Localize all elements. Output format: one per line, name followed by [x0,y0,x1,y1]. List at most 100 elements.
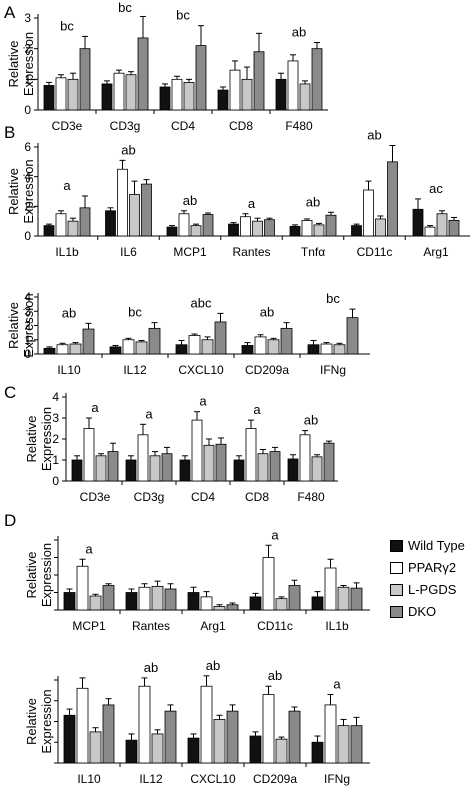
bar-l-pgds-arg1 [436,213,448,237]
bar-l-pgds-cd11c [275,598,288,611]
x-tick-label-cd8: CD8 [245,490,269,504]
y-tick-label: 0 [24,347,31,361]
y-tick-label: 0 [24,229,31,243]
bar-ppar-2-ifng [320,343,333,355]
significance-label-cd11c: a [271,527,279,542]
bar-wild-type-cd4 [159,86,171,111]
bar-ppar-2-cd4 [171,78,183,111]
y-axis-label-line: Expression [39,543,54,607]
bar-wild-type-il10 [63,714,76,764]
bar-ppar-2-mcp1 [76,565,89,611]
bar-wild-type-f480 [275,78,287,111]
bar-l-pgds-il1b [337,586,350,611]
y-tick-label: 2 [24,199,31,213]
x-tick-label-il6: IL6 [120,245,137,259]
bar-dko-il12 [148,327,161,355]
y-tick-label: 1 [24,333,31,347]
bar-l-pgds-cxcl10 [201,339,214,355]
x-tick-label-tnf: Tnfα [301,245,325,259]
bar-wild-type-cd8 [233,459,245,482]
bar-dko-cd11c [387,161,398,237]
bar-dko-cd4 [195,45,207,111]
bar-dko-arg1 [448,220,460,237]
bar-wild-type-il1b [43,225,55,237]
bar-ppar-2-arg1 [424,226,436,237]
significance-label-il12: bc [128,305,142,320]
panel-label: D [4,511,16,530]
bar-dko-cd3g [137,37,149,111]
bar-l-pgds-cd209a [275,738,288,764]
x-tick-label-cd11c: CD11c [357,245,393,259]
y-axis-label: RelativeExpression [6,159,36,223]
significance-label-arg1: ac [429,181,443,196]
legend: Wild Type PPARγ2 L-PGDS DKO [390,539,474,627]
y-tick-label: 2 [24,42,31,56]
bar-ppar-2-f480 [299,434,311,482]
y-axis-label-line: Relative [6,41,21,88]
bar-l-pgds-ifng [337,725,350,764]
bar-l-pgds-cxcl10 [213,719,226,764]
bar-dko-il10 [102,704,115,764]
x-tick-label-ifng: IFNg [320,363,346,377]
legend-label-wild-type: Wild Type [408,538,465,553]
bar-l-pgds-cd4 [183,82,195,111]
bar-dko-cxcl10 [214,321,227,355]
bar-wild-type-arg1 [412,208,424,237]
y-axis-label-line: Expression [39,407,54,471]
legend-item-wild-type: Wild Type [390,539,474,561]
x-tick-label-cd8: CD8 [229,119,253,133]
significance-label-il6: ab [121,142,135,157]
bar-ppar-2-il6 [117,168,128,237]
legend-item-dko: DKO [390,605,474,627]
bar-dko-f480 [311,48,323,111]
bar-l-pgds-cd8 [257,453,269,482]
bar-ppar-2-il1b [324,567,337,611]
bar-wild-type-mcp1 [166,226,178,237]
significance-label-ifng: a [333,677,341,692]
x-tick-label-il12: IL12 [139,772,163,786]
y-tick-label: 4 [52,390,59,404]
y-tick-label: 1 [24,72,31,86]
significance-label-cd11c: ab [367,128,381,143]
bar-l-pgds-cd8 [241,78,253,111]
significance-label-il12: ab [144,660,158,675]
legend-swatch-l-pgds [390,584,403,596]
bar-dko-rantes [164,588,177,611]
x-tick-label-cd3g: CD3g [134,490,165,504]
significance-label-il1b: a [63,178,71,193]
x-tick-label-cd3g: CD3g [110,119,141,133]
bar-wild-type-il12 [125,739,138,764]
bar-l-pgds-f480 [299,83,311,111]
significance-label-cd8: a [253,402,261,417]
bar-dko-cd11c [288,585,301,611]
bar-ppar-2-cd8 [245,428,257,482]
y-axis-label-line: Expression [21,32,36,96]
y-axis-label: RelativeExpression [6,32,36,96]
bar-l-pgds-rantes [252,220,263,237]
bar-l-pgds-tnf [313,224,325,237]
bar-dko-cd209a [288,710,301,764]
bar-wild-type-cd209a [241,345,254,355]
bar-dko-il1b [79,207,91,237]
chart-panel-c: C RelativeExpression 0 1 2 3 4 CD3e a CD3g a CD4 a CD… [4,383,338,504]
bar-l-pgds-il10 [89,731,102,764]
x-tick-label-cd209a: CD209a [253,772,297,786]
bar-wild-type-mcp1 [63,592,76,611]
bar-l-pgds-mcp1 [190,225,202,237]
bar-wild-type-arg1 [187,592,200,611]
legend-label-ppar-gamma2: PPARγ2 [408,560,457,575]
bar-wild-type-cd4 [179,459,191,482]
bar-dko-cd4 [215,443,227,482]
bar-l-pgds-cd4 [203,444,215,482]
y-axis-label: RelativeExpression [24,407,54,471]
y-tick-label: 2 [24,319,31,333]
y-tick-label: 6 [24,140,31,154]
legend-swatch-wild-type [390,540,403,552]
x-tick-label-arg1: Arg1 [423,245,449,259]
bar-dko-tnf [325,214,337,237]
chart-panel-d: D RelativeExpression MCP1 a Rantes Arg1 CD11c a… [4,511,370,633]
bar-ppar-2-cd3e [83,428,95,482]
significance-label-cd3e: bc [60,18,74,33]
bar-l-pgds-cd3g [125,74,137,111]
bar-wild-type-cxcl10 [175,344,188,355]
